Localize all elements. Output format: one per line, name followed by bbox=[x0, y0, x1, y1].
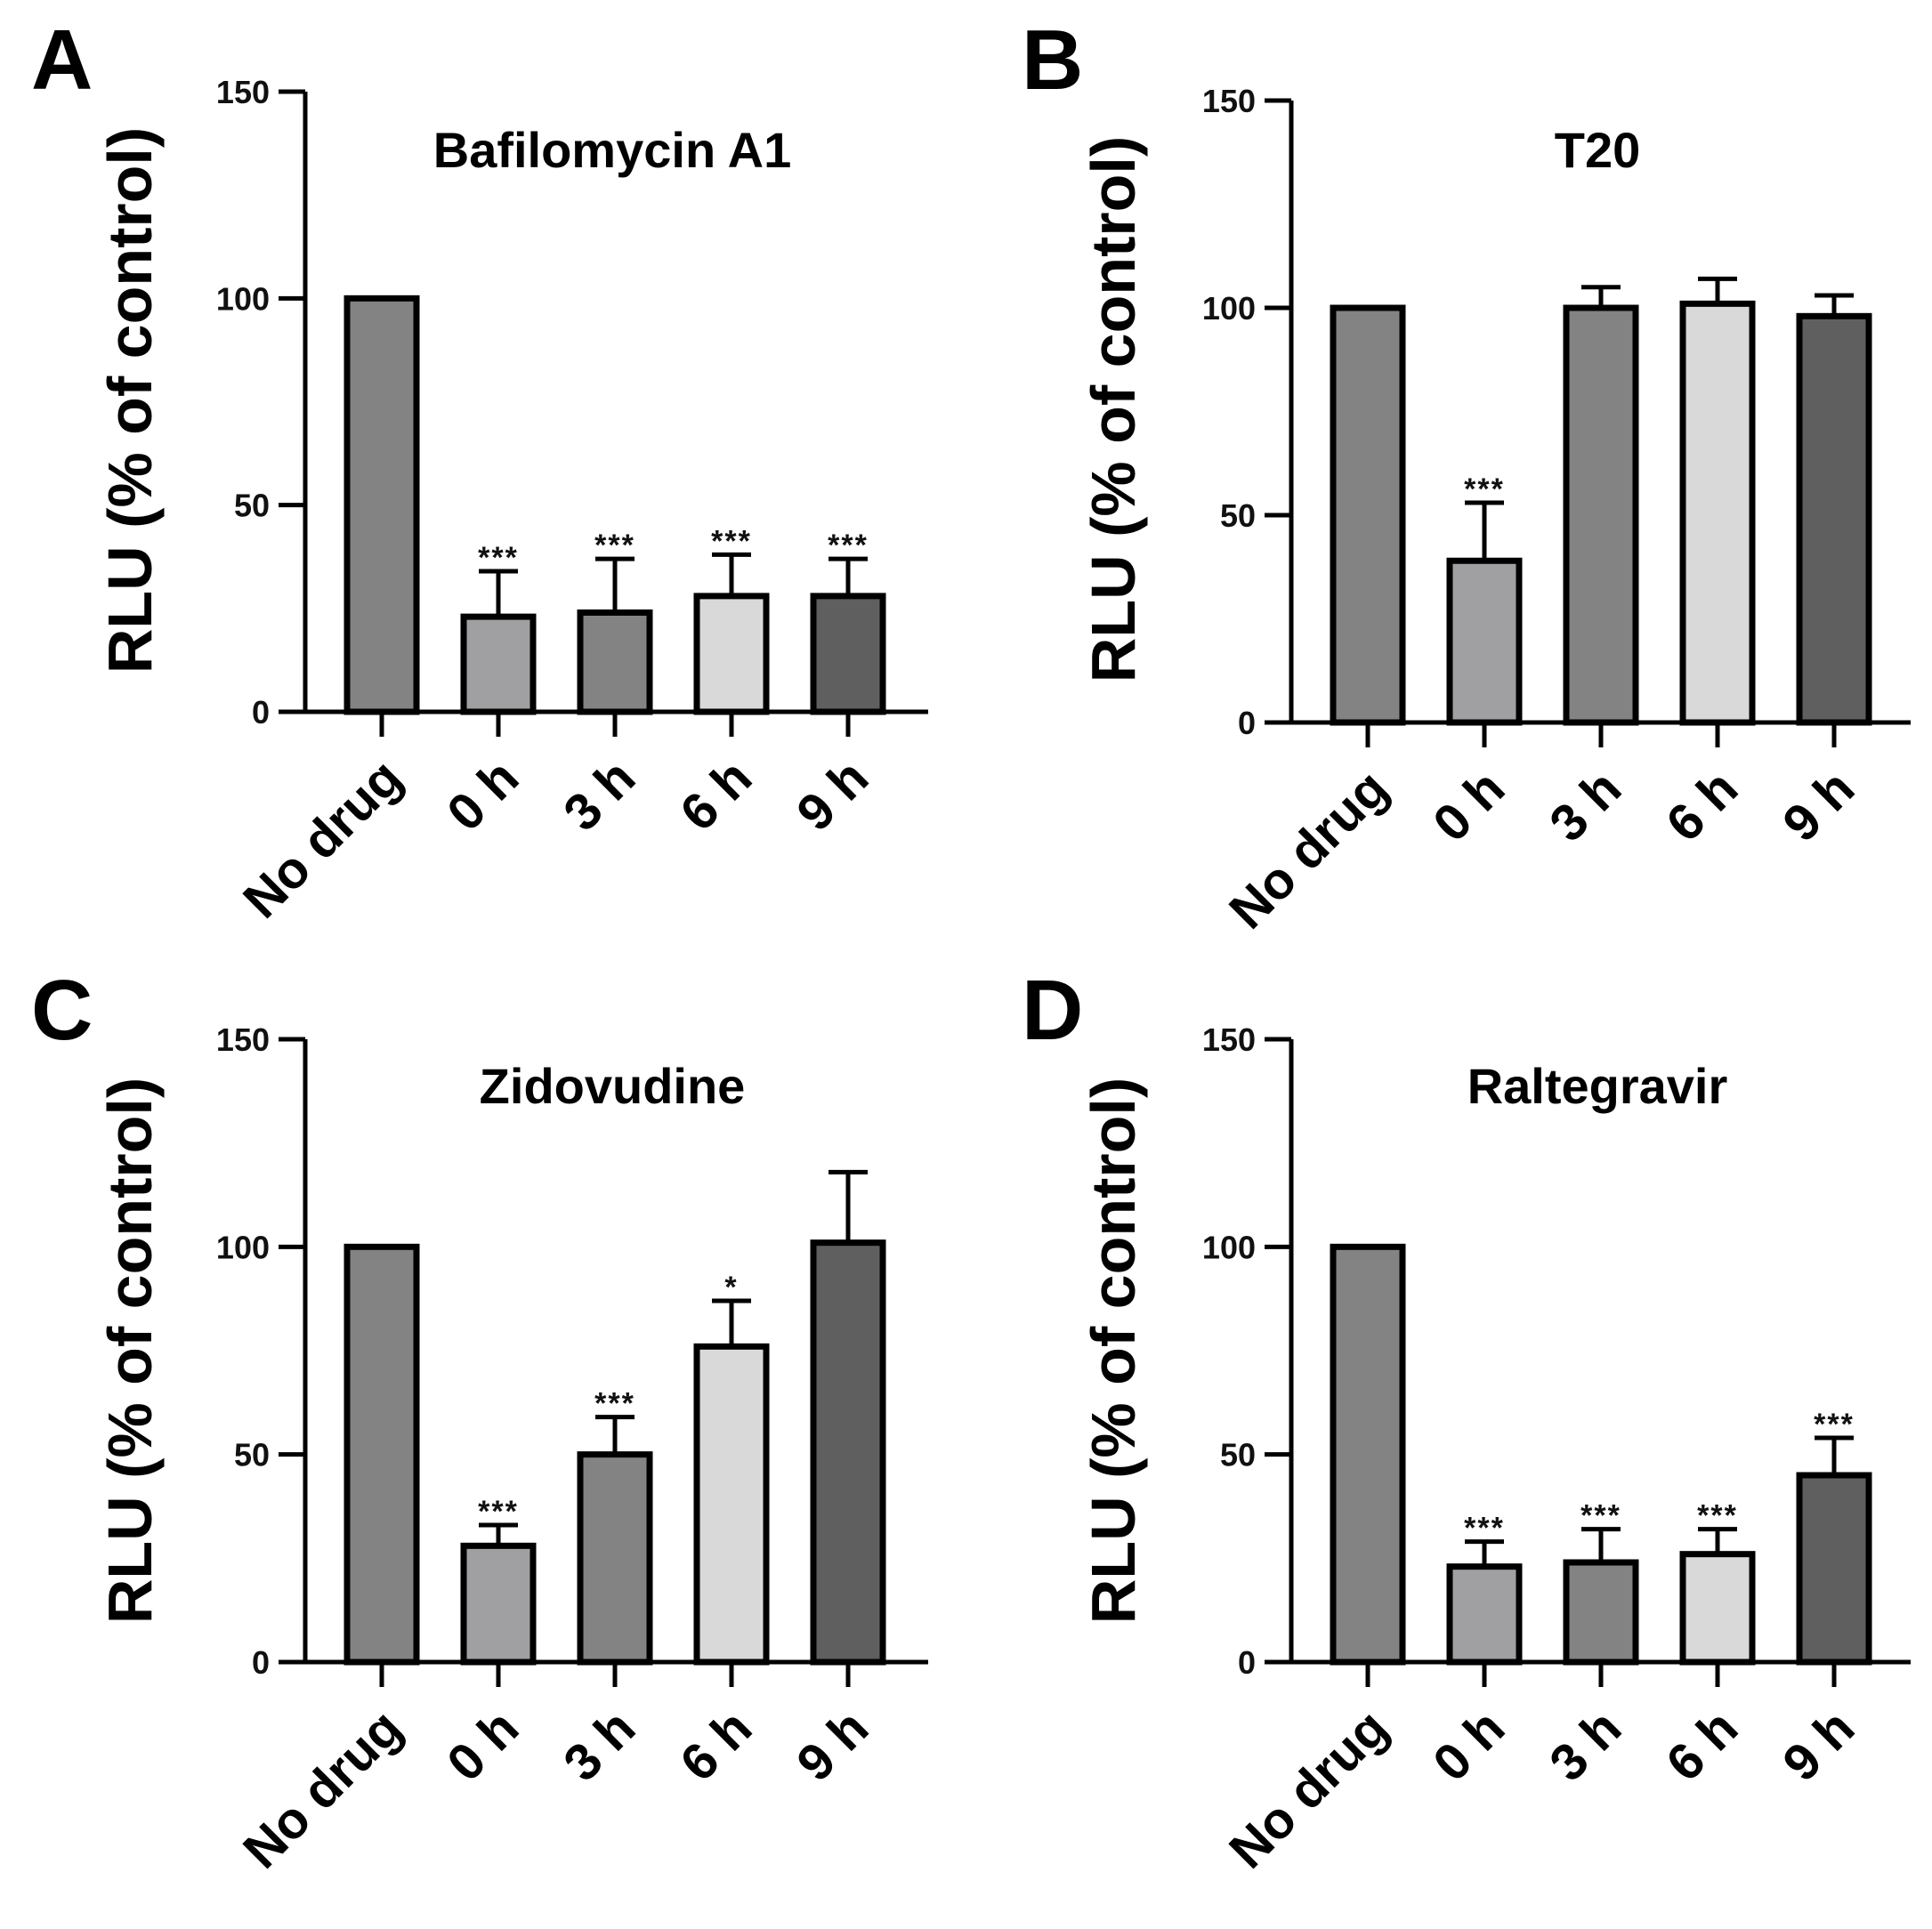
bar-no-drug bbox=[1330, 304, 1406, 726]
y-axis-label: RLU (% of control) bbox=[95, 1077, 165, 1624]
panel-letter: B bbox=[1022, 12, 1083, 108]
bar-9-h bbox=[810, 1239, 886, 1666]
y-tick-label: 100 bbox=[216, 280, 270, 317]
panel-a: A Bafilomycin A1 RLU (% of control) 0 50 100 1… bbox=[31, 12, 928, 929]
y-tick-label: 150 bbox=[1202, 1021, 1256, 1058]
x-tick-label: 0 h bbox=[436, 748, 529, 842]
significance-label: *** bbox=[594, 529, 635, 562]
y-tick-label: 50 bbox=[1220, 497, 1256, 534]
significance-label: *** bbox=[1814, 1408, 1855, 1441]
x-tick-label: 9 h bbox=[1772, 759, 1865, 852]
significance-label: *** bbox=[828, 529, 869, 562]
chart-title: T20 bbox=[1555, 122, 1641, 178]
panel-letter: D bbox=[1022, 963, 1083, 1058]
bar-3-h bbox=[577, 609, 653, 715]
y-tick-label: 0 bbox=[252, 1644, 270, 1681]
significance-label: * bbox=[724, 1271, 738, 1304]
bar-3-h bbox=[1563, 304, 1639, 726]
y-axis-label: RLU (% of control) bbox=[95, 127, 165, 674]
x-tick-label: 6 h bbox=[1655, 1699, 1749, 1792]
bar-0-h bbox=[1446, 557, 1523, 726]
significance-label: *** bbox=[594, 1387, 635, 1421]
bar-9-h bbox=[1796, 1472, 1872, 1666]
x-tick-label: No drug bbox=[232, 748, 413, 929]
bar-6-h bbox=[1679, 1551, 1756, 1666]
bar-no-drug bbox=[1330, 1243, 1406, 1666]
panel-c: C Zidovudine RLU (% of control) 0 50 100 150 No… bbox=[31, 963, 928, 1879]
x-tick-label: 6 h bbox=[669, 1699, 763, 1792]
y-tick-label: 150 bbox=[216, 74, 270, 110]
x-tick-label: 0 h bbox=[436, 1699, 529, 1792]
bar-no-drug bbox=[344, 295, 420, 715]
bar-3-h bbox=[577, 1451, 653, 1666]
bar-0-h bbox=[1446, 1563, 1523, 1666]
x-tick-label: 0 h bbox=[1422, 759, 1516, 852]
y-tick-label: 100 bbox=[1202, 1229, 1256, 1265]
bar-9-h bbox=[1796, 312, 1872, 726]
significance-label: *** bbox=[1697, 1499, 1738, 1533]
significance-label: *** bbox=[1464, 472, 1505, 506]
y-tick-label: 150 bbox=[216, 1021, 270, 1058]
x-tick-label: 3 h bbox=[1539, 759, 1632, 852]
y-tick-label: 0 bbox=[252, 694, 270, 730]
y-axis-label: RLU (% of control) bbox=[1079, 136, 1148, 682]
x-tick-label: 3 h bbox=[1539, 1699, 1632, 1792]
x-tick-label: 9 h bbox=[1772, 1699, 1865, 1792]
panel-letter: A bbox=[31, 12, 93, 108]
x-tick-label: 9 h bbox=[786, 748, 879, 842]
significance-label: *** bbox=[711, 524, 752, 558]
chart-title: Bafilomycin A1 bbox=[433, 122, 791, 178]
y-axis-label: RLU (% of control) bbox=[1079, 1077, 1148, 1624]
bar-0-h bbox=[460, 613, 537, 715]
panel-d: D Raltegravir RLU (% of control) 0 50 100 150 N… bbox=[1022, 963, 1911, 1879]
panel-letter: C bbox=[31, 963, 93, 1058]
y-tick-label: 0 bbox=[1238, 1644, 1256, 1681]
x-tick-label: 3 h bbox=[553, 748, 646, 842]
y-tick-label: 0 bbox=[1238, 705, 1256, 741]
significance-label: *** bbox=[1580, 1499, 1621, 1533]
bar-0-h bbox=[460, 1542, 537, 1666]
bar-6-h bbox=[1679, 300, 1756, 726]
bar-no-drug bbox=[344, 1243, 420, 1666]
x-tick-label: 9 h bbox=[786, 1699, 879, 1792]
y-tick-label: 150 bbox=[1202, 83, 1256, 119]
panel-b: B T20 RLU (% of control) 0 50 100 150 No drug **… bbox=[1022, 12, 1911, 940]
x-tick-label: 0 h bbox=[1422, 1699, 1516, 1792]
y-tick-label: 50 bbox=[1220, 1437, 1256, 1473]
x-tick-label: 6 h bbox=[1655, 759, 1749, 852]
x-tick-label: No drug bbox=[1218, 1699, 1399, 1879]
bar-3-h bbox=[1563, 1559, 1639, 1666]
x-tick-label: 6 h bbox=[669, 748, 763, 842]
bar-9-h bbox=[810, 593, 886, 715]
chart-title: Zidovudine bbox=[480, 1058, 746, 1114]
x-tick-label: 3 h bbox=[553, 1699, 646, 1792]
y-tick-label: 50 bbox=[234, 1437, 270, 1473]
bar-6-h bbox=[693, 593, 770, 715]
x-tick-label: No drug bbox=[232, 1699, 413, 1879]
significance-label: *** bbox=[478, 541, 519, 575]
significance-label: *** bbox=[1464, 1512, 1505, 1546]
significance-label: *** bbox=[478, 1495, 519, 1529]
y-tick-label: 100 bbox=[216, 1229, 270, 1265]
y-tick-label: 50 bbox=[234, 488, 270, 524]
x-tick-label: No drug bbox=[1218, 759, 1399, 940]
chart-title: Raltegravir bbox=[1467, 1058, 1728, 1114]
y-tick-label: 100 bbox=[1202, 290, 1256, 327]
bar-6-h bbox=[693, 1343, 770, 1666]
